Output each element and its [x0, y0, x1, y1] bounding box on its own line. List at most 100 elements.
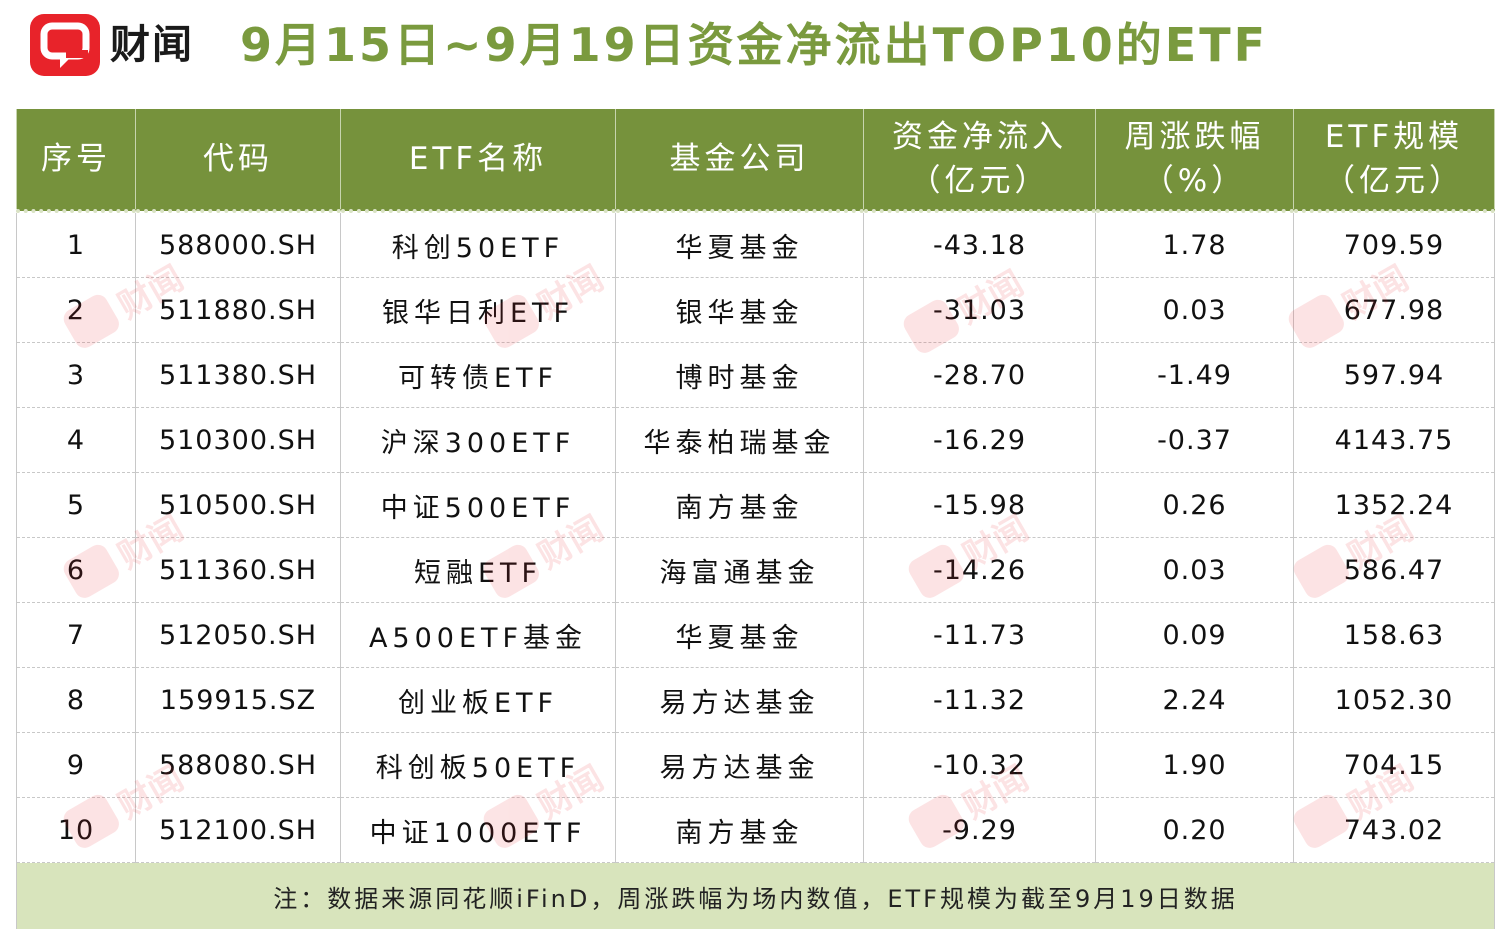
cell-net-flow: -9.29 [863, 797, 1096, 863]
cell-weekly-change: 1.78 [1095, 211, 1294, 278]
cell-size: 704.15 [1293, 732, 1495, 798]
cell-company: 南方基金 [615, 472, 864, 538]
cell-company: 华夏基金 [615, 602, 864, 668]
cell-company: 易方达基金 [615, 667, 864, 733]
cell-net-flow: -11.73 [863, 602, 1096, 668]
cell-weekly-change: 0.03 [1095, 277, 1294, 343]
table-row: 8 159915.SZ 创业板ETF 易方达基金 -11.32 2.24 105… [16, 667, 1495, 733]
brand-name: 财闻 [110, 22, 194, 68]
table-row: 5 510500.SH 中证500ETF 南方基金 -15.98 0.26 13… [16, 472, 1495, 538]
cell-company: 南方基金 [615, 797, 864, 863]
cell-index: 4 [16, 407, 136, 473]
cell-code: 588000.SH [135, 211, 341, 278]
cell-net-flow: -15.98 [863, 472, 1096, 538]
cell-code: 512050.SH [135, 602, 341, 668]
table-row: 6 511360.SH 短融ETF 海富通基金 -14.26 0.03 586.… [16, 537, 1495, 603]
cell-size: 1052.30 [1293, 667, 1495, 733]
column-header-name: ETF名称 [340, 109, 616, 213]
table-note: 注：数据来源同花顺iFinD，周涨跌幅为场内数值，ETF规模为截至9月19日数据 [16, 862, 1495, 929]
column-header-weekly-change: 周涨跌幅 （%） [1095, 109, 1294, 213]
column-header-net-flow: 资金净流入 （亿元） [863, 109, 1096, 213]
column-header-weekly-change-line2: （%） [1142, 163, 1247, 199]
cell-code: 588080.SH [135, 732, 341, 798]
cell-company: 易方达基金 [615, 732, 864, 798]
column-header-company: 基金公司 [615, 109, 864, 213]
cell-etf-name: 科创板50ETF [340, 732, 616, 798]
cell-etf-name: A500ETF基金 [340, 602, 616, 668]
column-header-size-line2: （亿元） [1324, 163, 1464, 199]
table-note-row: 注：数据来源同花顺iFinD，周涨跌幅为场内数值，ETF规模为截至9月19日数据 [16, 862, 1495, 929]
cell-company: 博时基金 [615, 342, 864, 408]
cell-weekly-change: 1.90 [1095, 732, 1294, 798]
cell-etf-name: 银华日利ETF [340, 277, 616, 343]
cell-net-flow: -14.26 [863, 537, 1096, 603]
cell-net-flow: -11.32 [863, 667, 1096, 733]
cell-size: 677.98 [1293, 277, 1495, 343]
cell-company: 海富通基金 [615, 537, 864, 603]
column-header-net-flow-line1: 资金净流入 [892, 119, 1067, 155]
cell-company: 银华基金 [615, 277, 864, 343]
cell-weekly-change: 0.20 [1095, 797, 1294, 863]
cell-etf-name: 科创50ETF [340, 211, 616, 278]
cell-size: 586.47 [1293, 537, 1495, 603]
cell-index: 6 [16, 537, 136, 603]
cell-index: 8 [16, 667, 136, 733]
table-row: 3 511380.SH 可转债ETF 博时基金 -28.70 -1.49 597… [16, 342, 1495, 408]
cell-company: 华夏基金 [615, 211, 864, 278]
etf-outflow-table: 序号 代码 ETF名称 基金公司 资金净流入 （亿元） 周涨跌幅 （%） ETF… [16, 109, 1495, 929]
cell-index: 10 [16, 797, 136, 863]
cell-net-flow: -16.29 [863, 407, 1096, 473]
column-header-net-flow-line2: （亿元） [909, 163, 1050, 199]
cell-weekly-change: 0.26 [1095, 472, 1294, 538]
table-header-row: 序号 代码 ETF名称 基金公司 资金净流入 （亿元） 周涨跌幅 （%） ETF… [16, 109, 1495, 213]
table-row: 2 511880.SH 银华日利ETF 银华基金 -31.03 0.03 677… [16, 277, 1495, 343]
cell-code: 159915.SZ [135, 667, 341, 733]
table-row: 9 588080.SH 科创板50ETF 易方达基金 -10.32 1.90 7… [16, 732, 1495, 798]
cell-size: 4143.75 [1293, 407, 1495, 473]
cell-weekly-change: 0.03 [1095, 537, 1294, 603]
cell-size: 1352.24 [1293, 472, 1495, 538]
cell-index: 7 [16, 602, 136, 668]
cell-index: 9 [16, 732, 136, 798]
cell-code: 511880.SH [135, 277, 341, 343]
cell-code: 511360.SH [135, 537, 341, 603]
cell-index: 5 [16, 472, 136, 538]
chat-bubble-logo-icon [30, 14, 100, 76]
table-row: 7 512050.SH A500ETF基金 华夏基金 -11.73 0.09 1… [16, 602, 1495, 668]
cell-size: 709.59 [1293, 211, 1495, 278]
cell-net-flow: -43.18 [863, 211, 1096, 278]
cell-size: 743.02 [1293, 797, 1495, 863]
cell-net-flow: -10.32 [863, 732, 1096, 798]
cell-etf-name: 创业板ETF [340, 667, 616, 733]
column-header-index: 序号 [16, 109, 136, 213]
cell-code: 510500.SH [135, 472, 341, 538]
cell-net-flow: -28.70 [863, 342, 1096, 408]
cell-weekly-change: 2.24 [1095, 667, 1294, 733]
cell-weekly-change: -0.37 [1095, 407, 1294, 473]
cell-etf-name: 短融ETF [340, 537, 616, 603]
table-row: 10 512100.SH 中证1000ETF 南方基金 -9.29 0.20 7… [16, 797, 1495, 863]
cell-etf-name: 中证500ETF [340, 472, 616, 538]
page-header: 财闻 9月15日~9月19日资金净流出TOP10的ETF [0, 0, 1510, 100]
cell-code: 511380.SH [135, 342, 341, 408]
cell-index: 3 [16, 342, 136, 408]
cell-size: 158.63 [1293, 602, 1495, 668]
table-row: 4 510300.SH 沪深300ETF 华泰柏瑞基金 -16.29 -0.37… [16, 407, 1495, 473]
cell-company: 华泰柏瑞基金 [615, 407, 864, 473]
page-title: 9月15日~9月19日资金净流出TOP10的ETF [240, 18, 1269, 72]
cell-code: 512100.SH [135, 797, 341, 863]
column-header-code: 代码 [135, 109, 341, 213]
column-header-size-line1: ETF规模 [1324, 119, 1464, 155]
column-header-size: ETF规模 （亿元） [1293, 109, 1495, 213]
cell-code: 510300.SH [135, 407, 341, 473]
cell-index: 2 [16, 277, 136, 343]
cell-size: 597.94 [1293, 342, 1495, 408]
column-header-weekly-change-line1: 周涨跌幅 [1124, 119, 1265, 155]
cell-etf-name: 中证1000ETF [340, 797, 616, 863]
cell-etf-name: 可转债ETF [340, 342, 616, 408]
cell-net-flow: -31.03 [863, 277, 1096, 343]
table-row: 1 588000.SH 科创50ETF 华夏基金 -43.18 1.78 709… [16, 211, 1495, 278]
cell-weekly-change: -1.49 [1095, 342, 1294, 408]
cell-index: 1 [16, 211, 136, 278]
cell-etf-name: 沪深300ETF [340, 407, 616, 473]
